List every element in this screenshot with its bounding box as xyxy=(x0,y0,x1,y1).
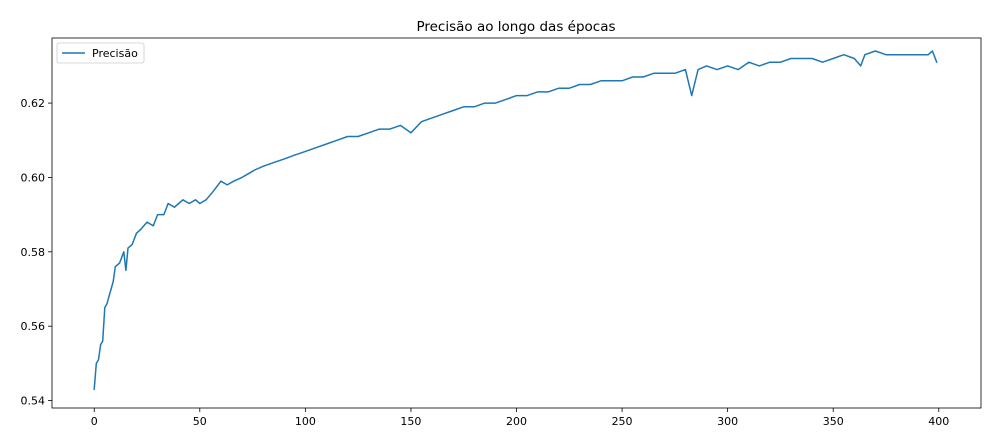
y-tick-label: 0.56 xyxy=(21,320,46,333)
chart-title: Precisão ao longo das épocas xyxy=(416,19,615,35)
legend: Precisão xyxy=(56,42,145,64)
x-tick-label: 200 xyxy=(506,415,527,428)
y-tick-label: 0.54 xyxy=(21,395,46,408)
x-tick-label: 100 xyxy=(295,415,316,428)
x-tick-label: 150 xyxy=(400,415,421,428)
x-tick-label: 300 xyxy=(717,415,738,428)
series-line xyxy=(93,50,938,391)
plot-frame xyxy=(51,37,982,409)
x-axis: 0 50 100 150 200 250 300 350 400 xyxy=(91,408,949,428)
x-tick-label: 0 xyxy=(91,415,98,428)
x-tick-label: 350 xyxy=(823,415,844,428)
y-tick-label: 0.62 xyxy=(21,97,46,110)
y-tick-label: 0.60 xyxy=(21,171,46,184)
x-tick-label: 50 xyxy=(193,415,207,428)
x-tick-label: 250 xyxy=(612,415,633,428)
x-tick-label: 400 xyxy=(928,415,949,428)
legend-label: Precisão xyxy=(92,47,138,60)
plot-area xyxy=(93,50,938,391)
legend-box xyxy=(56,42,145,64)
y-axis: 0.54 0.56 0.58 0.60 0.62 xyxy=(21,97,52,408)
y-tick-label: 0.58 xyxy=(21,246,46,259)
